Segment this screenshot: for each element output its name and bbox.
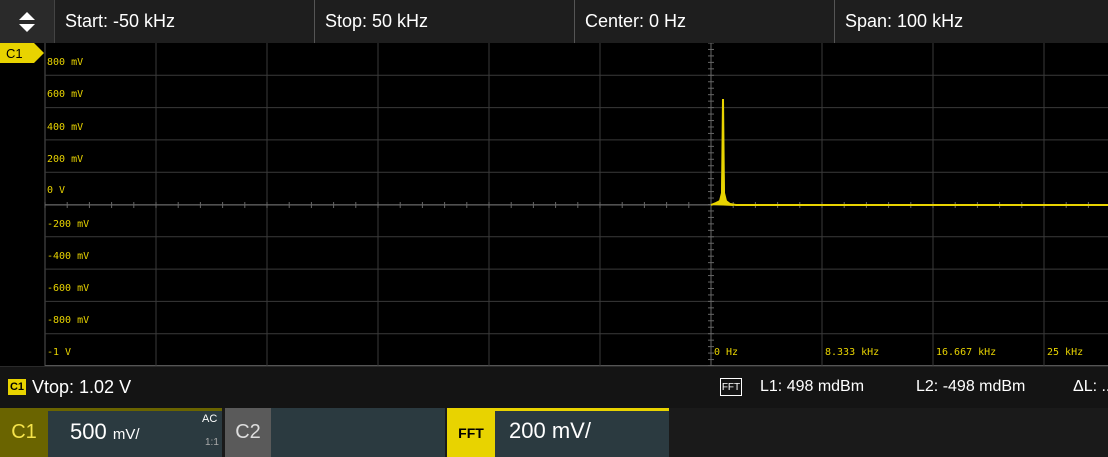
status-bar: C1 Vtop: 1.02 V FFT L1: 498 mdBm L2: -49… [0,366,1108,408]
y-tick-label: 400 mV [47,122,84,133]
stop-frequency[interactable]: Stop: 50 kHz [315,0,575,43]
y-tick-label: -400 mV [47,251,90,262]
scroll-button[interactable] [0,0,55,43]
channel-accent [447,408,669,411]
channel-c1-button[interactable]: C1 500 mV/ AC 1:1 [0,408,222,457]
header-bar: Start: -50 kHz Stop: 50 kHz Center: 0 Hz… [0,0,1108,43]
y-tick-label: 200 mV [47,154,84,165]
plot-grid [44,43,1108,366]
y-tick-label: 600 mV [47,89,84,100]
up-down-arrows-icon [19,11,35,32]
channel-c1-marker[interactable]: C1 [0,43,44,63]
coupling-label: AC [202,413,218,425]
channel-c2-button[interactable]: C2 [225,408,445,457]
channel-tag: C1 [8,379,26,395]
y-tick-label: -200 mV [47,219,90,230]
channel-accent [48,408,222,411]
x-tick-label: 8.333 kHz [825,347,880,358]
fft-scale: 200 mV/ [509,418,591,443]
y-tick-label: -600 mV [47,283,90,294]
fft-channel-button[interactable]: FFT 200 mV/ [447,408,669,457]
x-tick-label: 25 kHz [1047,347,1084,358]
vtop-measurement[interactable]: Vtop: 1.02 V [32,377,132,397]
channel-c1-tag: C1 [0,408,48,457]
span-frequency[interactable]: Span: 100 kHz [835,0,1108,43]
delta-l-measurement[interactable]: ΔL: ... [1073,378,1108,395]
l1-measurement[interactable]: L1: 498 mdBm [760,378,865,395]
center-frequency[interactable]: Center: 0 Hz [575,0,835,43]
channel-c1-scale: 500 mV/ [70,419,140,444]
y-tick-label: 0 V [47,185,66,196]
y-tick-label: -1 V [47,347,72,358]
x-tick-label: 16.667 kHz [936,347,997,358]
channel-marker-label: C1 [6,46,23,61]
channel-c2-tag: C2 [225,408,271,457]
start-frequency[interactable]: Start: -50 kHz [55,0,315,43]
channel-bar: C1 500 mV/ AC 1:1 C2 FFT 200 mV/ [0,408,1108,457]
y-tick-label: -800 mV [47,315,90,326]
fft-badge: FFT [720,378,742,396]
y-tick-label: 800 mV [47,57,84,68]
fft-tag: FFT [447,408,495,457]
x-tick-label: 0 Hz [714,347,739,358]
fft-plot-area[interactable]: 800 mV 600 mV 400 mV 200 mV 0 V -200 mV … [0,43,1108,366]
fft-peak [712,99,734,206]
probe-ratio: 1:1 [205,437,219,448]
fft-trace [710,98,1108,206]
l2-measurement[interactable]: L2: -498 mdBm [916,378,1026,395]
